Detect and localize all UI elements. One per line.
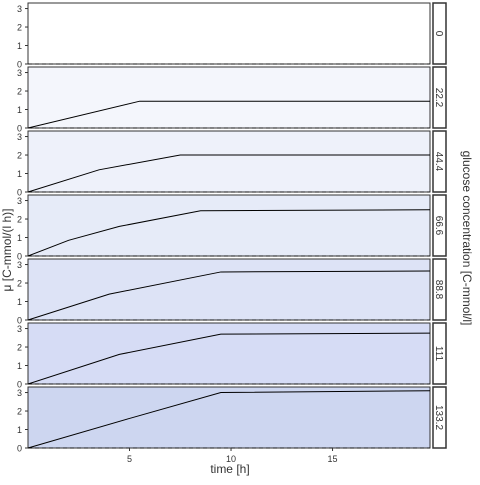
series-line: [27, 154, 430, 193]
facet-strip-label: 66.6: [433, 216, 444, 236]
y-tick-label: 2: [17, 23, 22, 33]
y-tick-label: 0: [17, 124, 22, 134]
panel-background: [27, 258, 431, 321]
facet-strip-label: 0: [433, 31, 444, 37]
facet-strip: [432, 2, 447, 65]
y-tick-label: 3: [17, 132, 22, 142]
y-tick-label: 2: [17, 279, 22, 289]
y-tick-label: 0: [17, 60, 22, 70]
y-tick-label: 2: [17, 343, 22, 353]
y-tick-label: 3: [17, 4, 22, 14]
y-tick-label: 3: [17, 196, 22, 206]
x-tick-label: 10: [226, 454, 236, 464]
facet-strip-label: 111: [433, 346, 444, 362]
y-tick-label: 1: [17, 105, 22, 115]
series-line: [27, 332, 431, 385]
facet-strip-label: 44.4: [433, 152, 444, 172]
y-tick-label: 1: [17, 361, 22, 371]
y-tick-label: 3: [17, 324, 22, 334]
panel-background: [27, 322, 431, 385]
facet-strip: [432, 194, 447, 257]
series-line: [27, 209, 431, 257]
facet-strip: [432, 130, 447, 193]
x-tick-label: 15: [328, 454, 338, 464]
facet-strip: [432, 258, 447, 321]
y-tick-label: 1: [17, 233, 22, 243]
y-tick-label: 1: [17, 41, 22, 51]
panel-background: [27, 386, 431, 449]
y-tick-label: 0: [17, 316, 22, 326]
y-tick-label: 0: [17, 188, 22, 198]
series-line: [27, 100, 430, 129]
panel-background: [27, 194, 431, 257]
panel-background: [27, 130, 431, 193]
y-tick-label: 3: [17, 260, 22, 270]
y-tick-label: 0: [17, 444, 22, 454]
y-tick-label: 0: [17, 380, 22, 390]
y-tick-label: 3: [17, 68, 22, 78]
panel-background: [27, 66, 431, 129]
x-tick-label: 5: [127, 454, 132, 464]
panel-background: [27, 2, 431, 65]
facet-strip: [432, 386, 447, 449]
facet-strip-label: 22.2: [433, 88, 444, 108]
facet-strip-label: 88.8: [433, 280, 444, 300]
y-tick-label: 1: [17, 297, 22, 307]
facet-strip: [432, 322, 447, 385]
y-tick-label: 1: [17, 425, 22, 435]
x-axis-title: time [h]: [210, 462, 249, 476]
y-axis-title: μ [C-mmol/(l h)]: [0, 209, 14, 292]
facet-variable-title: glucose concentration [C-mmol/l]: [460, 151, 474, 326]
series-line: [27, 270, 431, 321]
facet-strip: [432, 66, 447, 129]
y-tick-label: 1: [17, 169, 22, 179]
facet-strip-label: 133.2: [433, 405, 444, 430]
y-tick-label: 2: [17, 215, 22, 225]
series-line: [27, 390, 431, 449]
y-tick-label: 2: [17, 407, 22, 417]
y-tick-label: 2: [17, 151, 22, 161]
y-tick-label: 2: [17, 87, 22, 97]
y-tick-label: 3: [17, 388, 22, 398]
y-tick-label: 0: [17, 252, 22, 262]
